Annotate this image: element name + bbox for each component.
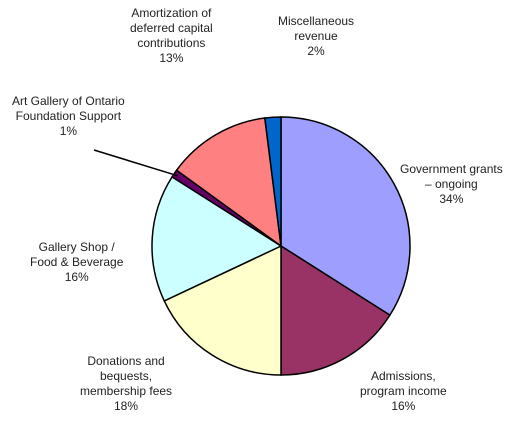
- pie-slice-miscellaneous-revenue: [263, 116, 282, 247]
- label-ago-foundation: Art Gallery of Ontario Foundation Suppor…: [12, 94, 125, 138]
- label-donations: Donations and bequests, membership fees …: [80, 354, 173, 413]
- label-amortization: Amortization of deferred capital contrib…: [130, 6, 213, 65]
- pie-slice-amortization-of-deferred-capital-contributions: [175, 117, 282, 248]
- label-gallery-shop: Gallery Shop / Food & Beverage 16%: [30, 240, 124, 284]
- label-government-grants: Government grants – ongoing 34%: [400, 162, 503, 206]
- label-miscellaneous: Miscellaneous revenue 2%: [278, 14, 355, 58]
- pie-slice-gallery-shop-food-beverage: [151, 175, 283, 302]
- pie-slice-admissions-program-income: [280, 244, 391, 376]
- label-admissions: Admissions, program income 16%: [360, 369, 447, 413]
- pie-slice-donations-and-bequests-membership-fees: [163, 244, 282, 376]
- leader-line-foundation: [93, 149, 178, 177]
